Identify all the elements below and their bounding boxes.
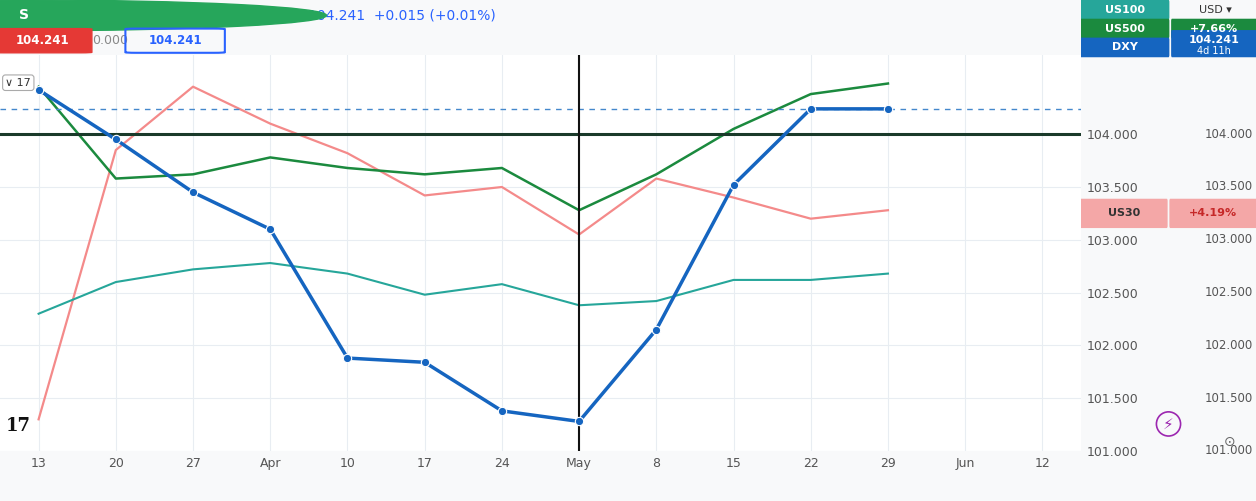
FancyBboxPatch shape — [1080, 0, 1169, 20]
Text: 101.000: 101.000 — [1205, 444, 1252, 457]
Text: ⊙: ⊙ — [1223, 435, 1236, 449]
Text: +4.19%: +4.19% — [1189, 208, 1237, 218]
Text: US500: US500 — [1105, 24, 1144, 34]
Text: 103.500: 103.500 — [1205, 180, 1252, 193]
FancyBboxPatch shape — [1080, 38, 1169, 57]
Text: U.S. Dollar Index · 1W · TVC: U.S. Dollar Index · 1W · TVC — [46, 9, 239, 23]
Text: 102.500: 102.500 — [1205, 286, 1252, 299]
Text: 102.000: 102.000 — [1205, 339, 1252, 352]
Text: 0.000: 0.000 — [92, 34, 128, 47]
Text: 103.000: 103.000 — [1205, 233, 1252, 246]
Text: US30: US30 — [1108, 208, 1140, 218]
FancyBboxPatch shape — [1169, 199, 1256, 228]
Text: 101.500: 101.500 — [1205, 392, 1252, 405]
FancyBboxPatch shape — [1080, 19, 1169, 39]
FancyBboxPatch shape — [0, 29, 92, 53]
Text: USD ▾: USD ▾ — [1199, 5, 1232, 15]
Text: US100: US100 — [1105, 5, 1144, 15]
Text: ⚡: ⚡ — [1163, 416, 1174, 431]
Text: 104.241: 104.241 — [148, 34, 202, 47]
Text: 104.000: 104.000 — [1205, 128, 1252, 141]
Text: 104.241: 104.241 — [15, 34, 69, 47]
Text: 104.241  +0.015 (+0.01%): 104.241 +0.015 (+0.01%) — [308, 9, 496, 23]
Text: S: S — [19, 9, 29, 23]
Circle shape — [0, 0, 327, 31]
FancyBboxPatch shape — [1171, 19, 1256, 39]
FancyBboxPatch shape — [1080, 199, 1168, 228]
Text: 104.241: 104.241 — [1188, 35, 1240, 45]
Text: ∨ 17: ∨ 17 — [5, 78, 31, 88]
Text: DXY: DXY — [1112, 43, 1138, 53]
Text: 17: 17 — [5, 417, 30, 435]
Text: +7.66%: +7.66% — [1189, 24, 1238, 34]
FancyBboxPatch shape — [1171, 30, 1256, 57]
Text: 4d 11h: 4d 11h — [1197, 46, 1231, 56]
